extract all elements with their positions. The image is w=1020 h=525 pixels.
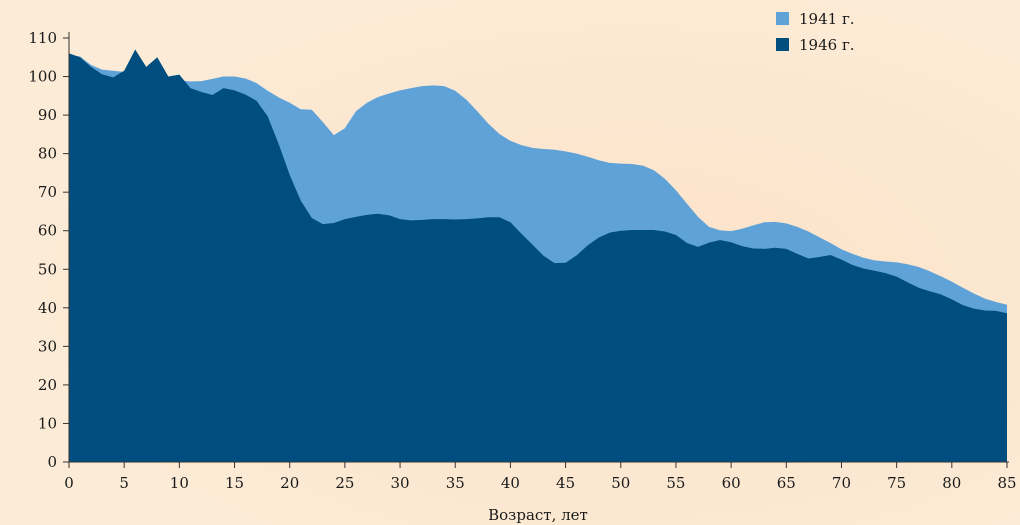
y-tick-label: 100 bbox=[28, 68, 57, 86]
legend-label-2: 1946 г. bbox=[799, 36, 855, 54]
x-tick-label: 30 bbox=[391, 474, 410, 492]
x-tick-label: 75 bbox=[887, 474, 906, 492]
x-tick-label: 20 bbox=[280, 474, 299, 492]
y-tick-label: 30 bbox=[38, 337, 57, 355]
x-tick-label: 60 bbox=[722, 474, 741, 492]
x-tick-label: 15 bbox=[225, 474, 244, 492]
x-tick-label: 35 bbox=[446, 474, 465, 492]
legend-swatch-1 bbox=[776, 12, 789, 25]
x-tick-label: 10 bbox=[170, 474, 189, 492]
x-tick-label: 70 bbox=[832, 474, 851, 492]
x-tick-label: 45 bbox=[556, 474, 575, 492]
y-tick-label: 80 bbox=[38, 145, 57, 163]
y-tick-label: 70 bbox=[38, 183, 57, 201]
y-tick-label: 10 bbox=[38, 414, 57, 432]
y-tick-label: 0 bbox=[47, 453, 57, 471]
x-tick-label: 5 bbox=[119, 474, 129, 492]
x-tick-label: 0 bbox=[64, 474, 74, 492]
y-tick-label: 40 bbox=[38, 299, 57, 317]
y-tick-label: 50 bbox=[38, 260, 57, 278]
series-area-2 bbox=[69, 49, 1007, 463]
y-tick-label: 20 bbox=[38, 376, 57, 394]
axes: 0 10 20 30 40 50 60 70 80 90 100 110 0 5 10 15 20 25 30 35 4… bbox=[28, 29, 1016, 492]
x-tick-label: 40 bbox=[501, 474, 520, 492]
x-tick-label: 65 bbox=[777, 474, 796, 492]
legend-swatch-2 bbox=[776, 38, 789, 51]
series-areas bbox=[69, 49, 1007, 463]
x-tick-label: 50 bbox=[611, 474, 630, 492]
y-tick-label: 110 bbox=[28, 29, 57, 47]
y-tick-label: 60 bbox=[38, 222, 57, 240]
x-tick-label: 55 bbox=[666, 474, 685, 492]
x-tick-label: 85 bbox=[997, 474, 1016, 492]
legend-label-1: 1941 г. bbox=[799, 10, 855, 28]
x-tick-label: 25 bbox=[335, 474, 354, 492]
x-tick-label: 80 bbox=[942, 474, 961, 492]
y-tick-label: 90 bbox=[38, 106, 57, 124]
legend: 1941 г. 1946 г. bbox=[776, 10, 855, 54]
x-axis-title: Возраст, лет bbox=[488, 506, 588, 524]
